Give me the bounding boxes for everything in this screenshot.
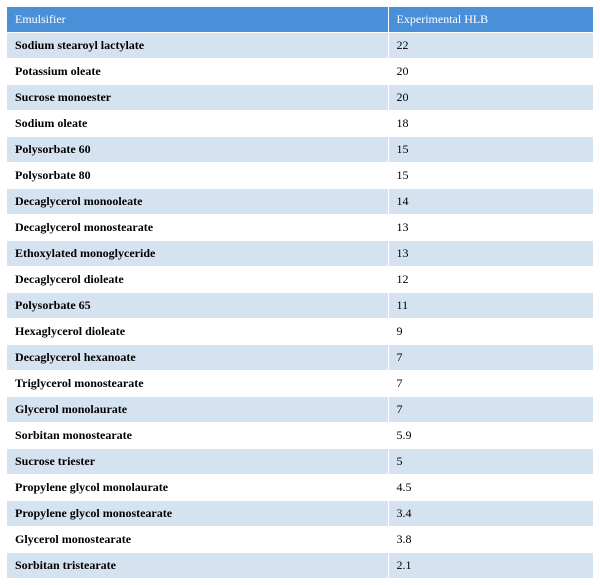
table-row: Decaglycerol monooleate14 [7,189,594,215]
table-row: Sucrose monoester20 [7,85,594,111]
table-row: Propylene glycol monostearate3.4 [7,501,594,527]
cell-hlb: 9 [388,319,593,345]
cell-hlb: 5.9 [388,423,593,449]
cell-emulsifier: Propylene glycol monolaurate [7,475,389,501]
cell-emulsifier: Polysorbate 80 [7,163,389,189]
table-row: Sucrose triester5 [7,449,594,475]
cell-emulsifier: Polysorbate 65 [7,293,389,319]
cell-hlb: 12 [388,267,593,293]
cell-emulsifier: Triglycerol monostearate [7,371,389,397]
cell-emulsifier: Glycerol monolaurate [7,397,389,423]
cell-emulsifier: Sucrose monoester [7,85,389,111]
cell-emulsifier: Sodium stearoyl lactylate [7,33,389,59]
cell-hlb: 3.8 [388,527,593,553]
cell-hlb: 7 [388,371,593,397]
cell-emulsifier: Sorbitan tristearate [7,553,389,579]
cell-emulsifier: Polysorbate 60 [7,137,389,163]
cell-hlb: 13 [388,241,593,267]
cell-emulsifier: Decaglycerol monooleate [7,189,389,215]
emulsifier-hlb-table: Emulsifier Experimental HLB Sodium stear… [6,6,594,579]
table-row: Sodium stearoyl lactylate22 [7,33,594,59]
cell-hlb: 15 [388,137,593,163]
table-row: Ethoxylated monoglyceride13 [7,241,594,267]
column-header-emulsifier: Emulsifier [7,7,389,33]
cell-emulsifier: Sorbitan monostearate [7,423,389,449]
cell-hlb: 7 [388,345,593,371]
column-header-hlb: Experimental HLB [388,7,593,33]
table-row: Sodium oleate18 [7,111,594,137]
cell-hlb: 5 [388,449,593,475]
cell-emulsifier: Hexaglycerol dioleate [7,319,389,345]
table-row: Decaglycerol dioleate12 [7,267,594,293]
cell-hlb: 22 [388,33,593,59]
cell-emulsifier: Propylene glycol monostearate [7,501,389,527]
table-header: Emulsifier Experimental HLB [7,7,594,33]
cell-hlb: 13 [388,215,593,241]
table-row: Propylene glycol monolaurate4.5 [7,475,594,501]
table-row: Decaglycerol monostearate13 [7,215,594,241]
cell-hlb: 20 [388,59,593,85]
cell-emulsifier: Sodium oleate [7,111,389,137]
cell-emulsifier: Potassium oleate [7,59,389,85]
table-row: Sorbitan monostearate5.9 [7,423,594,449]
cell-hlb: 2.1 [388,553,593,579]
cell-emulsifier: Sucrose triester [7,449,389,475]
cell-hlb: 11 [388,293,593,319]
table-row: Glycerol monolaurate7 [7,397,594,423]
table-row: Sorbitan tristearate2.1 [7,553,594,579]
cell-hlb: 15 [388,163,593,189]
table-row: Decaglycerol hexanoate7 [7,345,594,371]
cell-hlb: 7 [388,397,593,423]
table-row: Polysorbate 6015 [7,137,594,163]
table-row: Triglycerol monostearate7 [7,371,594,397]
table-row: Polysorbate 6511 [7,293,594,319]
table-row: Polysorbate 8015 [7,163,594,189]
cell-emulsifier: Decaglycerol monostearate [7,215,389,241]
cell-hlb: 4.5 [388,475,593,501]
cell-hlb: 20 [388,85,593,111]
table-body: Sodium stearoyl lactylate22Potassium ole… [7,33,594,579]
cell-hlb: 18 [388,111,593,137]
table-row: Glycerol monostearate3.8 [7,527,594,553]
table-row: Potassium oleate20 [7,59,594,85]
cell-hlb: 14 [388,189,593,215]
table-row: Hexaglycerol dioleate9 [7,319,594,345]
cell-hlb: 3.4 [388,501,593,527]
cell-emulsifier: Glycerol monostearate [7,527,389,553]
cell-emulsifier: Decaglycerol hexanoate [7,345,389,371]
cell-emulsifier: Decaglycerol dioleate [7,267,389,293]
cell-emulsifier: Ethoxylated monoglyceride [7,241,389,267]
